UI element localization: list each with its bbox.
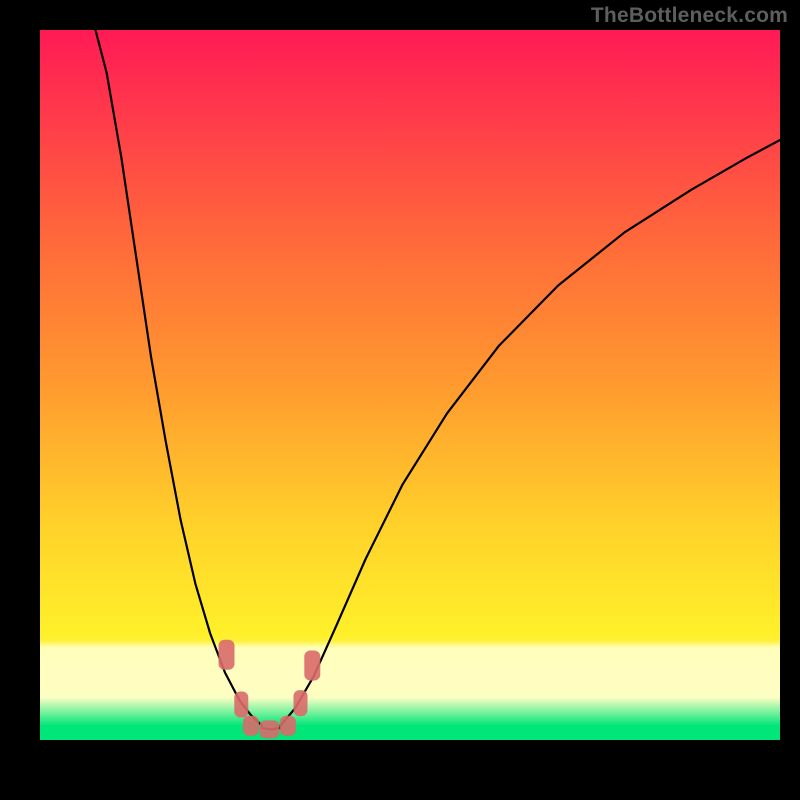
data-marker [280, 716, 296, 736]
data-marker [243, 716, 259, 736]
data-marker [259, 720, 279, 738]
curve-left-branch [96, 30, 263, 726]
curve-layer [40, 30, 780, 740]
watermark-text: TheBottleneck.com [591, 4, 788, 28]
data-marker [219, 640, 235, 670]
data-marker [304, 651, 320, 681]
chart-frame: TheBottleneck.com [0, 0, 800, 800]
data-marker [234, 692, 248, 718]
curve-right-branch [281, 140, 781, 726]
data-marker [294, 690, 308, 716]
plot-area [40, 30, 780, 740]
